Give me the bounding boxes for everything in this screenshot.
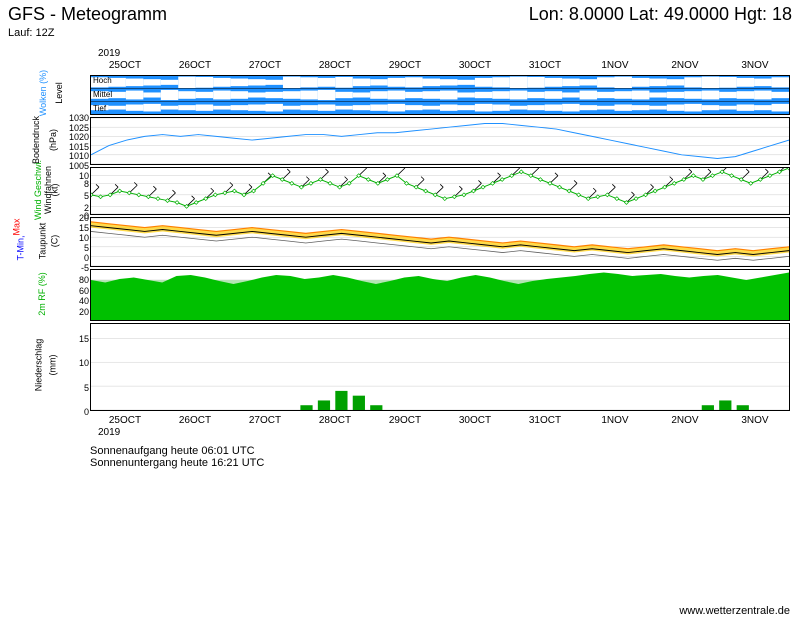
precip-chart [91, 324, 789, 410]
date-tick: 28OCT [300, 415, 370, 427]
unit-wind: (kt) [50, 184, 60, 197]
y-tick: 5 [61, 191, 89, 201]
label-tmin: T-Min, [16, 235, 26, 260]
date-tick: 30OCT [440, 415, 510, 427]
y-tick: 20 [61, 307, 89, 317]
cloud-row-tief: Tief [93, 104, 106, 113]
date-axis-top: 25OCT26OCT27OCT28OCT29OCT30OCT31OCT1NOV2… [90, 60, 790, 72]
y-tick: 5 [61, 243, 89, 253]
label-wind1: Wind Geschwi. [33, 160, 43, 220]
y-tick: 5 [61, 383, 89, 393]
unit-pressure: (hPa) [48, 129, 58, 151]
y-tick: 20 [61, 213, 89, 223]
date-tick: 3NOV [720, 60, 790, 72]
label-pressure: Bodendruck [31, 116, 41, 164]
footer: Sonnenaufgang heute 06:01 UTC Sonnenunte… [90, 445, 790, 617]
cloud-row-mittel: Mittel [93, 90, 112, 99]
date-tick: 25OCT [90, 415, 160, 427]
run-label: Lauf: 12Z [8, 27, 792, 39]
y-tick: 60 [61, 286, 89, 296]
date-tick: 26OCT [160, 415, 230, 427]
pressure-chart [91, 118, 789, 164]
y-tick: 40 [61, 296, 89, 306]
label-clouds-sub: Level [54, 82, 64, 104]
panel-pressure: 100510101015102010251030 [90, 117, 790, 165]
y-tick: 80 [61, 275, 89, 285]
panel-clouds: Hoch Mittel Tief [90, 75, 790, 115]
title-left: GFS - Meteogramm [8, 4, 167, 25]
label-dew: Taupunkt [37, 223, 47, 260]
sunrise-text: Sonnenaufgang heute 06:01 UTC [90, 445, 790, 457]
label-clouds: Wolken (%) [38, 70, 48, 116]
year-top: 2019 [98, 48, 120, 59]
y-tick: 15 [61, 334, 89, 344]
y-tick: 0 [61, 407, 89, 417]
date-tick: 1NOV [580, 415, 650, 427]
label-tmax: Max [12, 218, 22, 235]
y-tick: 10 [61, 358, 89, 368]
unit-temp: (C) [49, 235, 59, 248]
panel-temp: -505101520 [90, 217, 790, 267]
date-tick: 1NOV [580, 60, 650, 72]
clouds-chart [91, 76, 789, 114]
label-humidity: 2m RF (%) [37, 272, 47, 316]
year-bottom: 2019 [98, 427, 120, 438]
date-tick: 2NOV [650, 60, 720, 72]
date-tick: 3NOV [720, 415, 790, 427]
cloud-row-hoch: Hoch [93, 76, 112, 85]
date-tick: 29OCT [370, 60, 440, 72]
y-tick: 1015 [61, 142, 89, 152]
y-tick: 2 [61, 203, 89, 213]
sunset-text: Sonnenuntergang heute 16:21 UTC [90, 457, 790, 469]
panel-wind: 025810 [90, 167, 790, 215]
unit-precip: (mm) [48, 355, 58, 376]
y-tick: 1010 [61, 151, 89, 161]
date-tick: 25OCT [90, 60, 160, 72]
wind-chart [91, 168, 789, 214]
date-tick: 2NOV [650, 415, 720, 427]
label-precip: Niederschlag [33, 339, 43, 392]
date-tick: 27OCT [230, 415, 300, 427]
date-tick: 29OCT [370, 415, 440, 427]
y-tick: 1030 [61, 113, 89, 123]
date-tick: 26OCT [160, 60, 230, 72]
panel-humidity: 20406080 [90, 269, 790, 321]
date-tick: 28OCT [300, 60, 370, 72]
source-text: www.wetterzentrale.de [679, 605, 790, 617]
date-tick: 30OCT [440, 60, 510, 72]
humidity-chart [91, 270, 789, 320]
y-tick: 0 [61, 253, 89, 263]
y-tick: 15 [61, 223, 89, 233]
date-axis-bottom: 25OCT26OCT27OCT28OCT29OCT30OCT31OCT1NOV2… [90, 415, 790, 427]
date-tick: 27OCT [230, 60, 300, 72]
temp-chart [91, 218, 789, 266]
panel-precip: 051015 [90, 323, 790, 411]
y-tick: 10 [61, 233, 89, 243]
title-right: Lon: 8.0000 Lat: 49.0000 Hgt: 18 [529, 4, 792, 25]
y-tick: 1020 [61, 132, 89, 142]
date-tick: 31OCT [510, 415, 580, 427]
date-tick: 31OCT [510, 60, 580, 72]
chart-header: GFS - Meteogramm Lon: 8.0000 Lat: 49.000… [0, 0, 800, 43]
y-tick: 1025 [61, 123, 89, 133]
y-tick: 10 [61, 171, 89, 181]
